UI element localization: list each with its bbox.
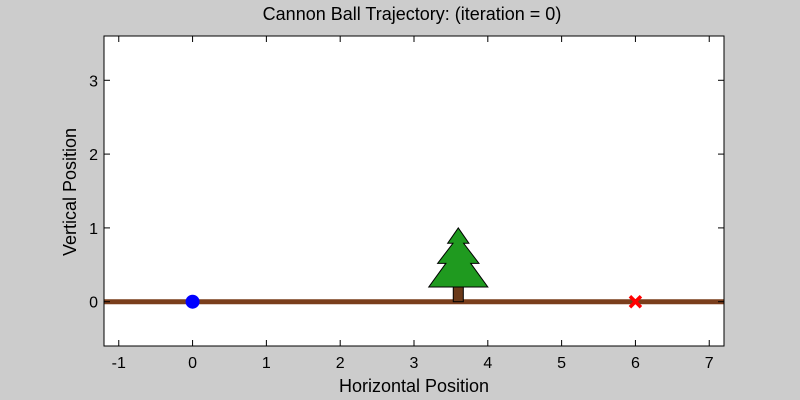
target-x-icon (628, 294, 643, 309)
y-tick-label: 1 (89, 221, 98, 238)
x-tick-label: 1 (262, 355, 271, 372)
x-tick-label: 7 (705, 355, 714, 372)
tree-layer (427, 227, 489, 303)
cannon-ball-marker (185, 294, 200, 309)
x-axis-ticks: -1 0 1 2 3 4 5 6 7 (112, 36, 714, 372)
x-tick-label: 2 (336, 355, 345, 372)
x-tick-label: 4 (483, 355, 492, 372)
y-axis-ticks: 0 1 2 3 (89, 73, 724, 312)
marker-layer (185, 294, 643, 309)
axes-frame (103, 35, 725, 347)
chart-title: Cannon Ball Trajectory: (iteration = 0) (263, 4, 562, 24)
x-tick-label: 3 (410, 355, 419, 372)
x-tick-label: 0 (188, 355, 197, 372)
target-x-stroke (628, 294, 643, 309)
tree-foliage (427, 227, 489, 288)
y-axis-label: Vertical Position (60, 128, 80, 256)
x-tick-label: -1 (112, 355, 126, 372)
plot-area (104, 36, 724, 346)
y-tick-label: 3 (89, 73, 98, 90)
y-tick-label: 0 (89, 295, 98, 312)
x-axis-label: Horizontal Position (339, 376, 489, 396)
x-tick-label: 6 (631, 355, 640, 372)
x-tick-label: 5 (557, 355, 566, 372)
tree-trunk (452, 286, 464, 303)
y-tick-label: 2 (89, 147, 98, 164)
